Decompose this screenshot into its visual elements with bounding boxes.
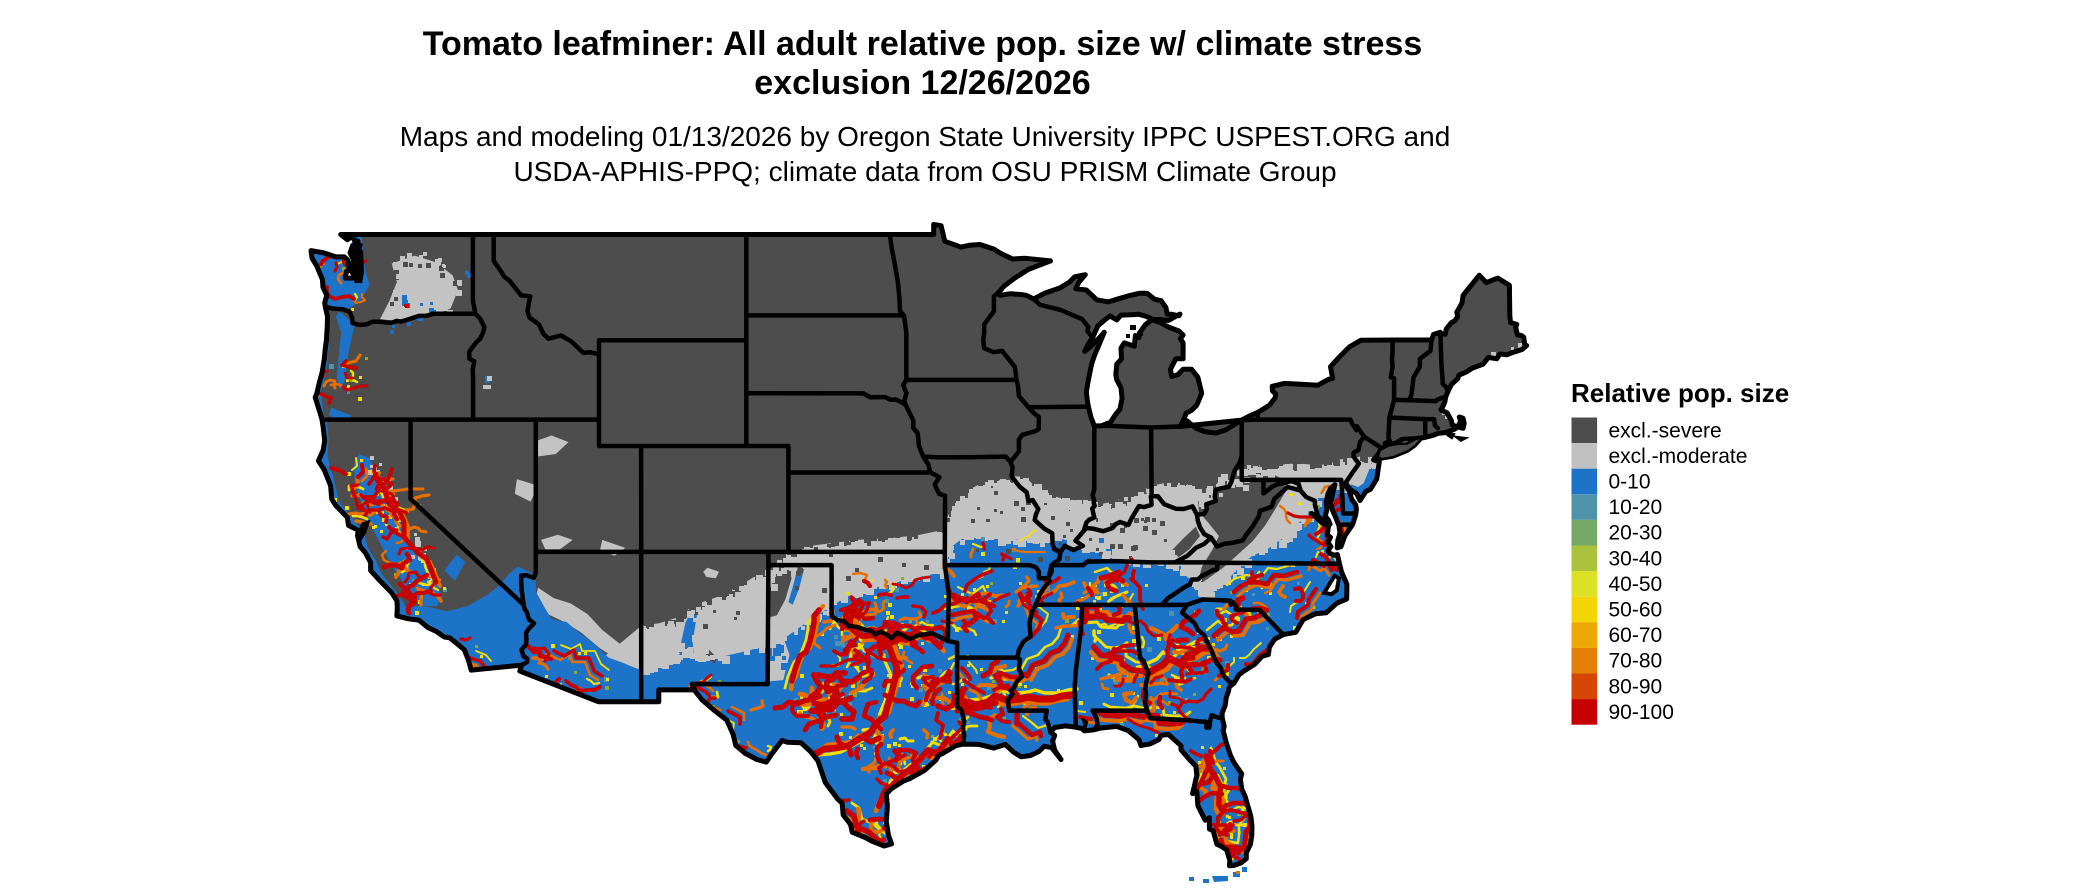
svg-text:50-60: 50-60 xyxy=(1609,599,1663,622)
svg-text:Relative pop. size: Relative pop. size xyxy=(1571,378,1789,408)
svg-text:10-20: 10-20 xyxy=(1609,496,1663,519)
svg-text:0-10: 0-10 xyxy=(1609,471,1651,494)
svg-text:excl.-severe: excl.-severe xyxy=(1609,419,1722,442)
svg-text:excl.-moderate: excl.-moderate xyxy=(1609,445,1748,468)
svg-text:40-50: 40-50 xyxy=(1609,573,1663,596)
svg-text:70-80: 70-80 xyxy=(1609,650,1663,673)
svg-text:30-40: 30-40 xyxy=(1609,547,1663,570)
svg-text:20-30: 20-30 xyxy=(1609,522,1663,545)
svg-text:60-70: 60-70 xyxy=(1609,624,1663,647)
svg-text:80-90: 80-90 xyxy=(1609,675,1663,698)
svg-text:90-100: 90-100 xyxy=(1609,701,1674,724)
